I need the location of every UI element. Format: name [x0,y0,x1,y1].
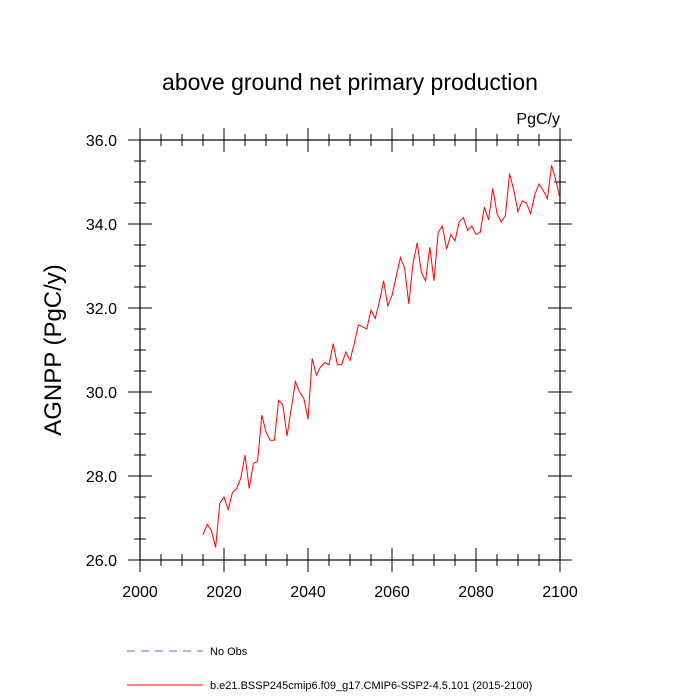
x-tick-label: 2060 [374,584,410,601]
units-label: PgC/y [516,111,560,128]
legend: No Obs b.e21.BSSP245cmip6.f09_g17.CMIP6-… [127,646,532,692]
x-tick-label: 2040 [290,584,326,601]
x-tick-label: 2100 [542,584,578,601]
y-tick-label: 28.0 [86,469,117,486]
y-tick-label: 32.0 [86,301,117,318]
x-tick-labels: 2000 2020 2040 2060 2080 2100 [122,584,578,601]
y-tick-label: 36.0 [86,133,117,150]
legend-label-no-obs: No Obs [210,646,248,658]
series-line [202,165,561,548]
y-axis-label: AGNPP (PgC/y) [40,264,67,436]
y-tick-labels: 26.0 28.0 30.0 32.0 34.0 36.0 [86,133,117,570]
y-tick-label: 30.0 [86,385,117,402]
x-tick-label: 2020 [206,584,242,601]
legend-label-model: b.e21.BSSP245cmip6.f09_g17.CMIP6-SSP2-4.… [210,680,532,692]
x-tick-label: 2000 [122,584,158,601]
series-group [202,165,561,548]
y-tick-label: 34.0 [86,217,117,234]
axis-ticks [128,128,572,572]
y-tick-label: 26.0 [86,553,117,570]
plot-frame [139,139,561,561]
x-tick-label: 2080 [458,584,494,601]
chart-title: above ground net primary production [162,69,538,95]
